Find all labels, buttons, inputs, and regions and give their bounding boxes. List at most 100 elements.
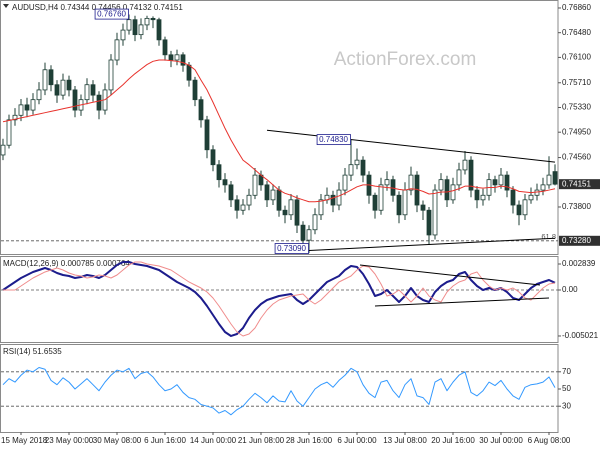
y-tick-label: -0.005021 — [562, 331, 599, 340]
candle-body — [480, 194, 486, 201]
candle-body — [240, 204, 246, 211]
y-tick-label: 0.75710 — [562, 78, 591, 87]
candle-body — [84, 84, 90, 101]
y-tick-label: 0.00 — [562, 285, 578, 294]
candle-body — [336, 189, 342, 206]
x-tick-label: 6 Jul 00:00 — [337, 436, 377, 445]
y-tick-label: 0.75330 — [562, 103, 591, 112]
candle-body — [342, 174, 348, 191]
price-marker — [559, 179, 600, 190]
candle-body — [540, 184, 546, 191]
candle-body — [12, 114, 18, 121]
price-marker-label: 0.74151 — [562, 179, 591, 188]
candle-body — [420, 204, 426, 211]
candle-body — [354, 159, 360, 166]
candle-body — [60, 79, 66, 96]
candle-body — [228, 184, 234, 201]
annotation-label: 0.76760 — [97, 10, 126, 19]
panel-title: AUDUSD,H4 0.74344 0.74456 0.74132 0.7415… — [12, 3, 183, 12]
candle-body — [546, 174, 552, 186]
candle-body — [216, 164, 222, 181]
candle-body — [270, 189, 276, 201]
candle-body — [30, 99, 36, 111]
candle-body — [138, 24, 144, 36]
price-marker — [559, 235, 600, 246]
candle-body — [306, 229, 312, 241]
candle-body — [504, 174, 510, 191]
candle-body — [276, 189, 282, 211]
y-tick-label: 0.76860 — [562, 3, 591, 12]
candle-body — [222, 179, 228, 186]
candle-body — [468, 159, 474, 191]
candle-body — [444, 179, 450, 201]
candle-body — [204, 119, 210, 151]
trendline — [374, 297, 550, 307]
trendline — [359, 264, 541, 286]
panel-frame — [0, 256, 559, 343]
x-tick-label: 14 Jun 00:00 — [190, 436, 237, 445]
panel-title: RSI(14) 51.6535 — [3, 347, 62, 356]
trendline — [266, 129, 556, 163]
candle-body — [120, 29, 126, 41]
candle-body — [456, 169, 462, 186]
candle-body — [384, 179, 390, 186]
candle-body — [108, 59, 114, 91]
candle-body — [510, 189, 516, 206]
candle-body — [522, 199, 528, 216]
x-tick-label: 30 Jul 00:00 — [479, 436, 523, 445]
candle-body — [492, 179, 498, 186]
annotation-box — [316, 134, 351, 146]
candle-body — [36, 89, 42, 101]
candle-body — [54, 84, 60, 96]
series-line — [2, 367, 556, 416]
candle-body — [372, 194, 378, 211]
series-line — [2, 59, 556, 203]
series-line — [3, 261, 556, 337]
candle-body — [186, 64, 192, 81]
candle-body — [300, 224, 306, 241]
annotation-label: 0.73090 — [277, 244, 306, 253]
candle-body — [144, 17, 150, 26]
x-tick-label: 6 Aug 08:00 — [528, 436, 571, 445]
candle-body — [450, 184, 456, 201]
candle-body — [462, 159, 468, 171]
candle-body — [498, 174, 504, 186]
x-tick-label: 15 May 2018 — [1, 436, 48, 445]
price-marker-label: 0.73280 — [562, 236, 591, 245]
candle-body — [408, 174, 414, 191]
x-tick-label: 28 Jun 16:00 — [286, 436, 333, 445]
trendline — [308, 237, 556, 252]
y-tick-label: 0.76480 — [562, 28, 591, 37]
y-tick-label: 50 — [562, 384, 571, 393]
candle-body — [438, 179, 444, 191]
y-tick-label: 0.73800 — [562, 202, 591, 211]
symbol-icon — [3, 4, 9, 8]
y-tick-label: 70 — [562, 367, 571, 376]
panel-frame — [0, 0, 559, 255]
candle-body — [378, 184, 384, 211]
candle-body — [294, 199, 300, 226]
candle-body — [174, 54, 180, 61]
candle-body — [132, 19, 138, 36]
candle-body — [252, 174, 258, 196]
candle-body — [72, 89, 78, 111]
candle-body — [234, 199, 240, 211]
x-tick-label: 21 Jun 08:00 — [238, 436, 285, 445]
y-tick-label: 30 — [562, 401, 571, 410]
candle-body — [210, 149, 216, 166]
candle-body — [426, 209, 432, 236]
x-tick-label: 30 May 08:00 — [93, 436, 142, 445]
panel-title: MACD(12,26,9) 0.000785 0.000764 — [3, 259, 130, 268]
candle-body — [282, 209, 288, 216]
candle-body — [18, 104, 24, 116]
x-tick-label: 6 Jun 16:00 — [144, 436, 186, 445]
candle-body — [348, 164, 354, 176]
candle-body — [162, 39, 168, 56]
candle-body — [246, 194, 252, 206]
x-tick-label: 13 Jul 08:00 — [383, 436, 427, 445]
annotation-label: 0.74830 — [319, 135, 348, 144]
candle-body — [90, 84, 96, 96]
candle-body — [168, 54, 174, 61]
